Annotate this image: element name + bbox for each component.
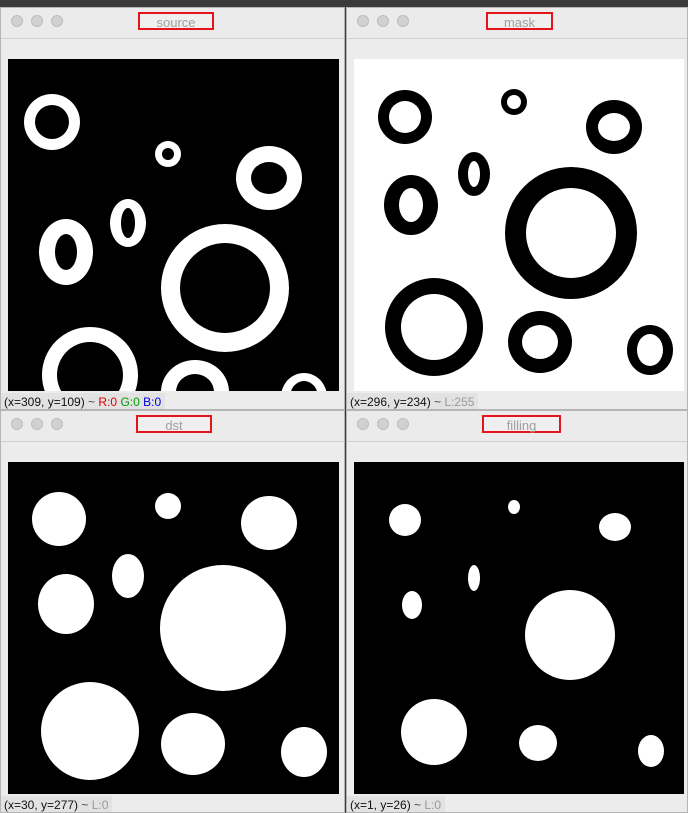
source-titlebar[interactable]: source [1, 8, 344, 39]
green-value: G:0 [120, 395, 140, 409]
dst-image[interactable] [8, 462, 339, 794]
separator: ~ [414, 798, 422, 812]
dst-image-svg [8, 462, 339, 794]
zoom-icon[interactable] [397, 418, 409, 430]
status-bar: (x=296, y=234) ~ L:255 [347, 393, 479, 409]
luminance-value: L:255 [444, 395, 475, 409]
window-title: filling [482, 415, 561, 433]
mask-window: mask [346, 7, 688, 410]
status-bar: (x=309, y=109) ~ R:0 G:0 B:0 [1, 393, 166, 409]
zoom-icon[interactable] [51, 418, 63, 430]
zoom-icon[interactable] [397, 15, 409, 27]
minimize-icon[interactable] [31, 15, 43, 27]
separator: ~ [88, 395, 96, 409]
zoom-icon[interactable] [51, 15, 63, 27]
minimize-icon[interactable] [31, 418, 43, 430]
luminance-value: L:0 [424, 798, 442, 812]
status-bar: (x=30, y=277) ~ L:0 [1, 796, 113, 812]
window-title: source [138, 12, 214, 30]
red-value: R:0 [98, 395, 118, 409]
filling-window: filling (x=1, y=26) ~ L:0 [346, 410, 688, 813]
cursor-coords: (x=1, y=26) [350, 798, 411, 812]
cursor-coords: (x=296, y=234) [350, 395, 431, 409]
close-icon[interactable] [11, 15, 23, 27]
status-bar: (x=1, y=26) ~ L:0 [347, 796, 446, 812]
dst-window: dst (x=30, y=277) ~ L:0 [0, 410, 345, 813]
source-image-svg [8, 59, 339, 391]
filling-image[interactable] [354, 462, 684, 794]
mask-image-svg [354, 59, 684, 391]
window-title: mask [486, 12, 553, 30]
cursor-coords: (x=309, y=109) [4, 395, 85, 409]
minimize-icon[interactable] [377, 15, 389, 27]
separator: ~ [81, 798, 89, 812]
separator: ~ [434, 395, 442, 409]
mask-titlebar[interactable]: mask [347, 8, 687, 39]
close-icon[interactable] [357, 418, 369, 430]
filling-image-svg [354, 462, 684, 794]
filling-titlebar[interactable]: filling [347, 411, 687, 442]
cursor-coords: (x=30, y=277) [4, 798, 79, 812]
close-icon[interactable] [11, 418, 23, 430]
source-image[interactable] [8, 59, 339, 391]
mask-image[interactable] [354, 59, 684, 391]
minimize-icon[interactable] [377, 418, 389, 430]
close-icon[interactable] [357, 15, 369, 27]
window-title: dst [136, 415, 212, 433]
luminance-value: L:0 [91, 798, 109, 812]
blue-value: B:0 [143, 395, 162, 409]
source-window: source [0, 7, 345, 410]
dst-titlebar[interactable]: dst [1, 411, 344, 442]
